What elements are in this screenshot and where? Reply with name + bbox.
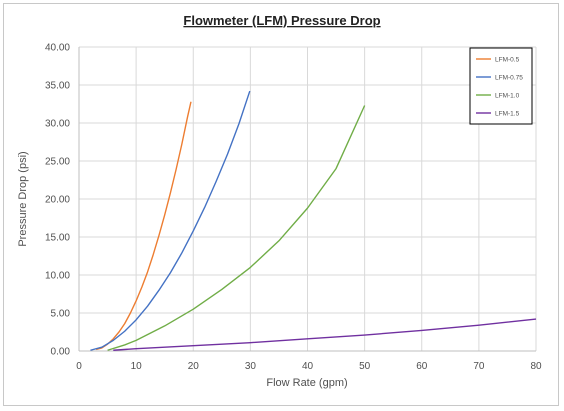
x-tick-label: 30 (245, 361, 257, 372)
series-line-lfm-1-5 (113, 318, 537, 351)
x-tick-label: 50 (359, 361, 371, 372)
y-axis-label: Pressure Drop (psi) (17, 151, 29, 246)
y-tick-label: 30.00 (45, 119, 70, 130)
chart-title: Flowmeter (LFM) Pressure Drop (183, 13, 380, 28)
grid-lines (79, 46, 537, 351)
series-lines (90, 90, 537, 351)
chart-frame (3, 3, 559, 406)
y-tick-label: 25.00 (45, 157, 70, 168)
tick-labels: 0.00 5.00 10.00 15.00 20.00 25.00 30.00 35.00 40… (45, 43, 542, 373)
x-tick-label: 20 (188, 361, 200, 372)
y-tick-label: 0.00 (51, 347, 71, 358)
y-tick-label: 35.00 (45, 81, 70, 92)
legend: LFM-0.5 LFM-0.75 LFM-1.0 LFM-1.5 (469, 47, 533, 125)
legend-label-lfm-0-75: LFM-0.75 (495, 74, 523, 81)
x-tick-label: 70 (473, 361, 485, 372)
legend-label-lfm-1-0: LFM-1.0 (495, 92, 520, 99)
axes (78, 47, 536, 352)
y-tick-label: 20.00 (45, 195, 70, 206)
y-tick-label: 15.00 (45, 233, 70, 244)
x-axis-label: Flow Rate (gpm) (266, 377, 347, 389)
series-line-lfm-0-75 (90, 90, 251, 351)
series-line-lfm-0-5 (95, 101, 192, 351)
x-tick-label: 10 (131, 361, 143, 372)
y-tick-label: 10.00 (45, 271, 70, 282)
legend-label-lfm-1-5: LFM-1.5 (495, 110, 520, 117)
x-tick-label: 0 (76, 361, 82, 372)
x-tick-label: 40 (302, 361, 314, 372)
x-tick-label: 60 (416, 361, 428, 372)
legend-label-lfm-0-5: LFM-0.5 (495, 56, 520, 63)
legend-box (469, 47, 533, 125)
x-tick-label: 80 (530, 361, 542, 372)
series-line-lfm-1-0 (107, 105, 366, 351)
y-tick-label: 5.00 (51, 309, 71, 320)
y-tick-label: 40.00 (45, 43, 70, 54)
